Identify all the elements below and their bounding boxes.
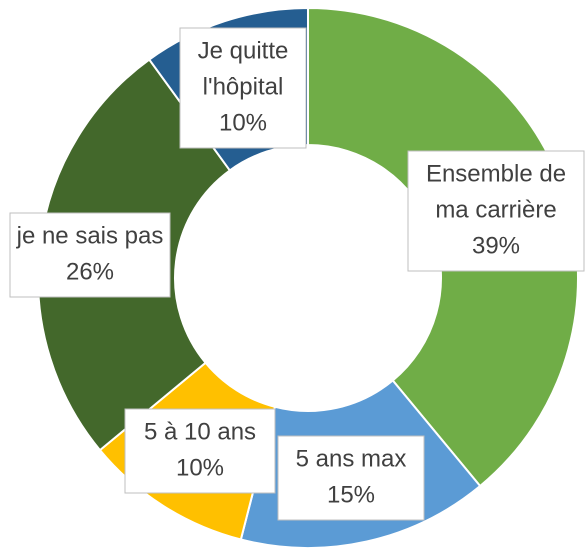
category-label: Ensemble de <box>426 160 566 187</box>
category-label: l'hôpital <box>203 73 284 100</box>
category-label: Je quitte <box>198 37 289 64</box>
category-label: je ne sais pas <box>16 222 164 249</box>
value-label: 26% <box>66 258 114 285</box>
category-label: ma carrière <box>435 196 556 223</box>
value-label: 10% <box>219 109 267 136</box>
value-label: 10% <box>176 454 224 481</box>
category-label: 5 à 10 ans <box>144 418 256 445</box>
label-box <box>179 27 307 149</box>
label-box <box>124 408 276 494</box>
label-box <box>277 435 425 521</box>
label-box <box>9 212 171 298</box>
value-label: 15% <box>327 481 375 508</box>
value-label: 39% <box>472 232 520 259</box>
label-box <box>407 150 585 272</box>
category-label: 5 ans max <box>296 445 407 472</box>
